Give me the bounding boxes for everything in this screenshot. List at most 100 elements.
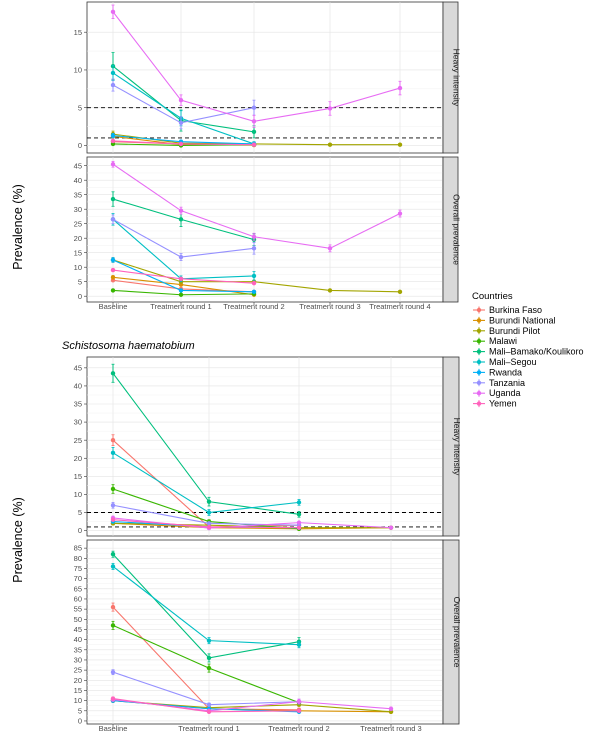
chart-title: Schistosoma haematobium: [62, 340, 195, 352]
legend-item-tanzania: Tanzania: [473, 378, 525, 388]
x-tick-label: Baseline: [99, 724, 128, 733]
data-point: [206, 702, 212, 707]
legend-label: Tanzania: [489, 378, 525, 388]
y-tick-label: 60: [74, 595, 82, 604]
y-tick-label: 35: [74, 400, 82, 409]
legend-key-point: [476, 339, 482, 344]
legend-key-point: [476, 307, 482, 313]
x-tick-label: Treatment round 1: [150, 302, 211, 311]
x-tick-label: Treatment round 2: [268, 724, 329, 733]
data-point: [178, 97, 184, 103]
series-uganda: [110, 4, 403, 128]
data-point: [206, 510, 212, 515]
data-point: [110, 503, 116, 508]
legend-label: Rwanda: [489, 367, 522, 377]
series-mali-segou: [110, 447, 302, 516]
data-point: [110, 517, 116, 522]
data-point: [206, 524, 212, 530]
data-point: [110, 217, 116, 222]
data-point: [296, 520, 302, 525]
series-rwanda: [110, 257, 257, 295]
data-point: [178, 276, 184, 281]
facet-strip: [442, 156, 459, 303]
y-tick-label: 10: [74, 66, 82, 75]
legend-key-point: [476, 318, 482, 323]
y-tick-label: 50: [74, 615, 82, 624]
legend-item-burkina-faso: Burkina Faso: [473, 305, 542, 315]
data-point: [251, 289, 257, 295]
y-tick-label: 45: [74, 161, 82, 170]
y-tick-label: 15: [74, 248, 82, 257]
data-point: [110, 141, 116, 147]
y-tick-label: 65: [74, 584, 82, 593]
data-point: [388, 706, 394, 711]
data-point: [206, 521, 212, 526]
data-point: [251, 246, 257, 251]
data-point: [206, 499, 212, 504]
legend-label: Burundi National: [489, 315, 556, 325]
data-point: [251, 142, 257, 147]
data-point: [296, 525, 302, 530]
chart-1: Prevalence (%) 0 5 10 15 Heavy intensity 0 5 10 1…: [11, 1, 462, 311]
legend-key-point: [476, 380, 482, 385]
data-point: [110, 564, 116, 569]
y-axis-label: Prevalence (%): [11, 184, 25, 269]
legend-key-point: [476, 349, 482, 354]
data-point: [296, 642, 302, 647]
y-tick-label: 0: [78, 717, 82, 726]
y-tick-label: 30: [74, 418, 82, 427]
data-point: [206, 655, 212, 661]
facet-strip-label: Heavy intensity: [452, 418, 462, 476]
legend-label: Uganda: [489, 388, 521, 398]
data-point: [251, 129, 257, 135]
y-tick-label: 15: [74, 28, 82, 37]
data-point: [110, 138, 116, 144]
panel-heavy-intensity: 0 5 10 15 Heavy intensity: [74, 1, 462, 154]
y-tick-label: 40: [74, 382, 82, 391]
data-point: [388, 525, 394, 530]
data-point: [296, 699, 302, 704]
data-point: [110, 275, 116, 280]
data-point: [110, 604, 116, 610]
y-tick-label: 10: [74, 490, 82, 499]
data-point: [397, 211, 403, 216]
y-tick-label: 10: [74, 263, 82, 272]
y-tick-label: 0: [78, 141, 82, 150]
y-tick-label: 45: [74, 625, 82, 634]
data-point: [178, 120, 184, 126]
legend-item-burundi-national: Burundi National: [473, 315, 556, 325]
x-tick-label: Treatment round 2: [223, 302, 284, 311]
facet-strip: [442, 356, 460, 537]
x-tick-label: Treatment round 3: [299, 302, 360, 311]
data-point: [296, 512, 302, 517]
y-tick-label: 20: [74, 454, 82, 463]
data-point: [110, 133, 116, 138]
legend-item-rwanda: Rwanda: [473, 367, 522, 377]
legend-label: Yemen: [489, 399, 517, 409]
y-tick-label: 5: [78, 706, 82, 715]
data-point: [206, 638, 212, 643]
facet-strip: [442, 1, 459, 154]
y-tick-label: 70: [74, 574, 82, 583]
data-point: [110, 486, 116, 492]
data-point: [110, 70, 116, 76]
data-point: [110, 669, 116, 675]
legend-label: Burundi Pilot: [489, 326, 541, 336]
data-point: [178, 254, 184, 260]
y-tick-label: 35: [74, 190, 82, 199]
legend-label: Burkina Faso: [489, 305, 542, 315]
data-point: [251, 105, 257, 110]
data-point: [296, 500, 302, 505]
y-tick-label: 5: [78, 277, 82, 286]
series-mali-bamako-koulikoro: [110, 363, 302, 518]
y-tick-label: 5: [78, 103, 82, 112]
panel-background: [86, 539, 444, 725]
y-tick-label: 45: [74, 363, 82, 372]
legend-label: Malawi: [489, 336, 517, 346]
data-point: [110, 257, 116, 263]
series-tanzania: [110, 214, 257, 261]
y-tick-label: 0: [78, 526, 82, 535]
panel-overall-prevalence: 0 5 10 15 20 25 30 35 40 45 Overall prevalence Base…: [74, 156, 462, 311]
